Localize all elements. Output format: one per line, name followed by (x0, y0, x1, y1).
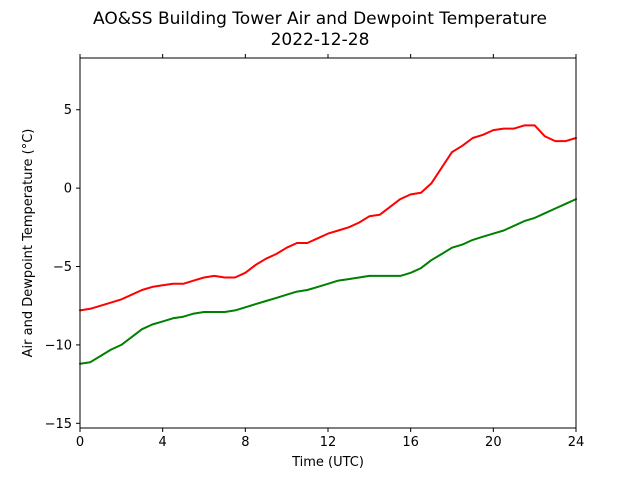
y-tick-label-0: 0 (64, 182, 72, 197)
x-tick-label-4: 4 (159, 435, 167, 450)
series-layer (79, 124, 577, 365)
ticks-layer: 0 4 8 12 16 20 24 −15 −10 −5 0 5 (45, 54, 585, 450)
series-line-2 (79, 198, 577, 365)
y-tick-label--10: −10 (45, 338, 72, 353)
x-tick-label-0: 0 (76, 435, 84, 450)
chart-subtitle: 2022-12-28 (271, 30, 370, 50)
y-tick-label--5: −5 (53, 260, 72, 275)
x-tick-label-12: 12 (320, 435, 337, 450)
plot-area (80, 58, 576, 428)
y-tick-label--15: −15 (45, 417, 72, 432)
x-tick-label-24: 24 (568, 435, 585, 450)
x-tick-label-8: 8 (241, 435, 249, 450)
y-axis-label: Air and Dewpoint Temperature (°C) (21, 129, 36, 358)
plot-frame (79, 57, 577, 429)
x-tick-label-20: 20 (485, 435, 502, 450)
x-axis-label: Time (UTC) (291, 455, 364, 470)
chart-title: AO&SS Building Tower Air and Dewpoint Te… (93, 9, 547, 29)
y-tick-label-5: 5 (64, 103, 72, 118)
series-line-1 (79, 124, 577, 312)
x-tick-label-16: 16 (402, 435, 419, 450)
